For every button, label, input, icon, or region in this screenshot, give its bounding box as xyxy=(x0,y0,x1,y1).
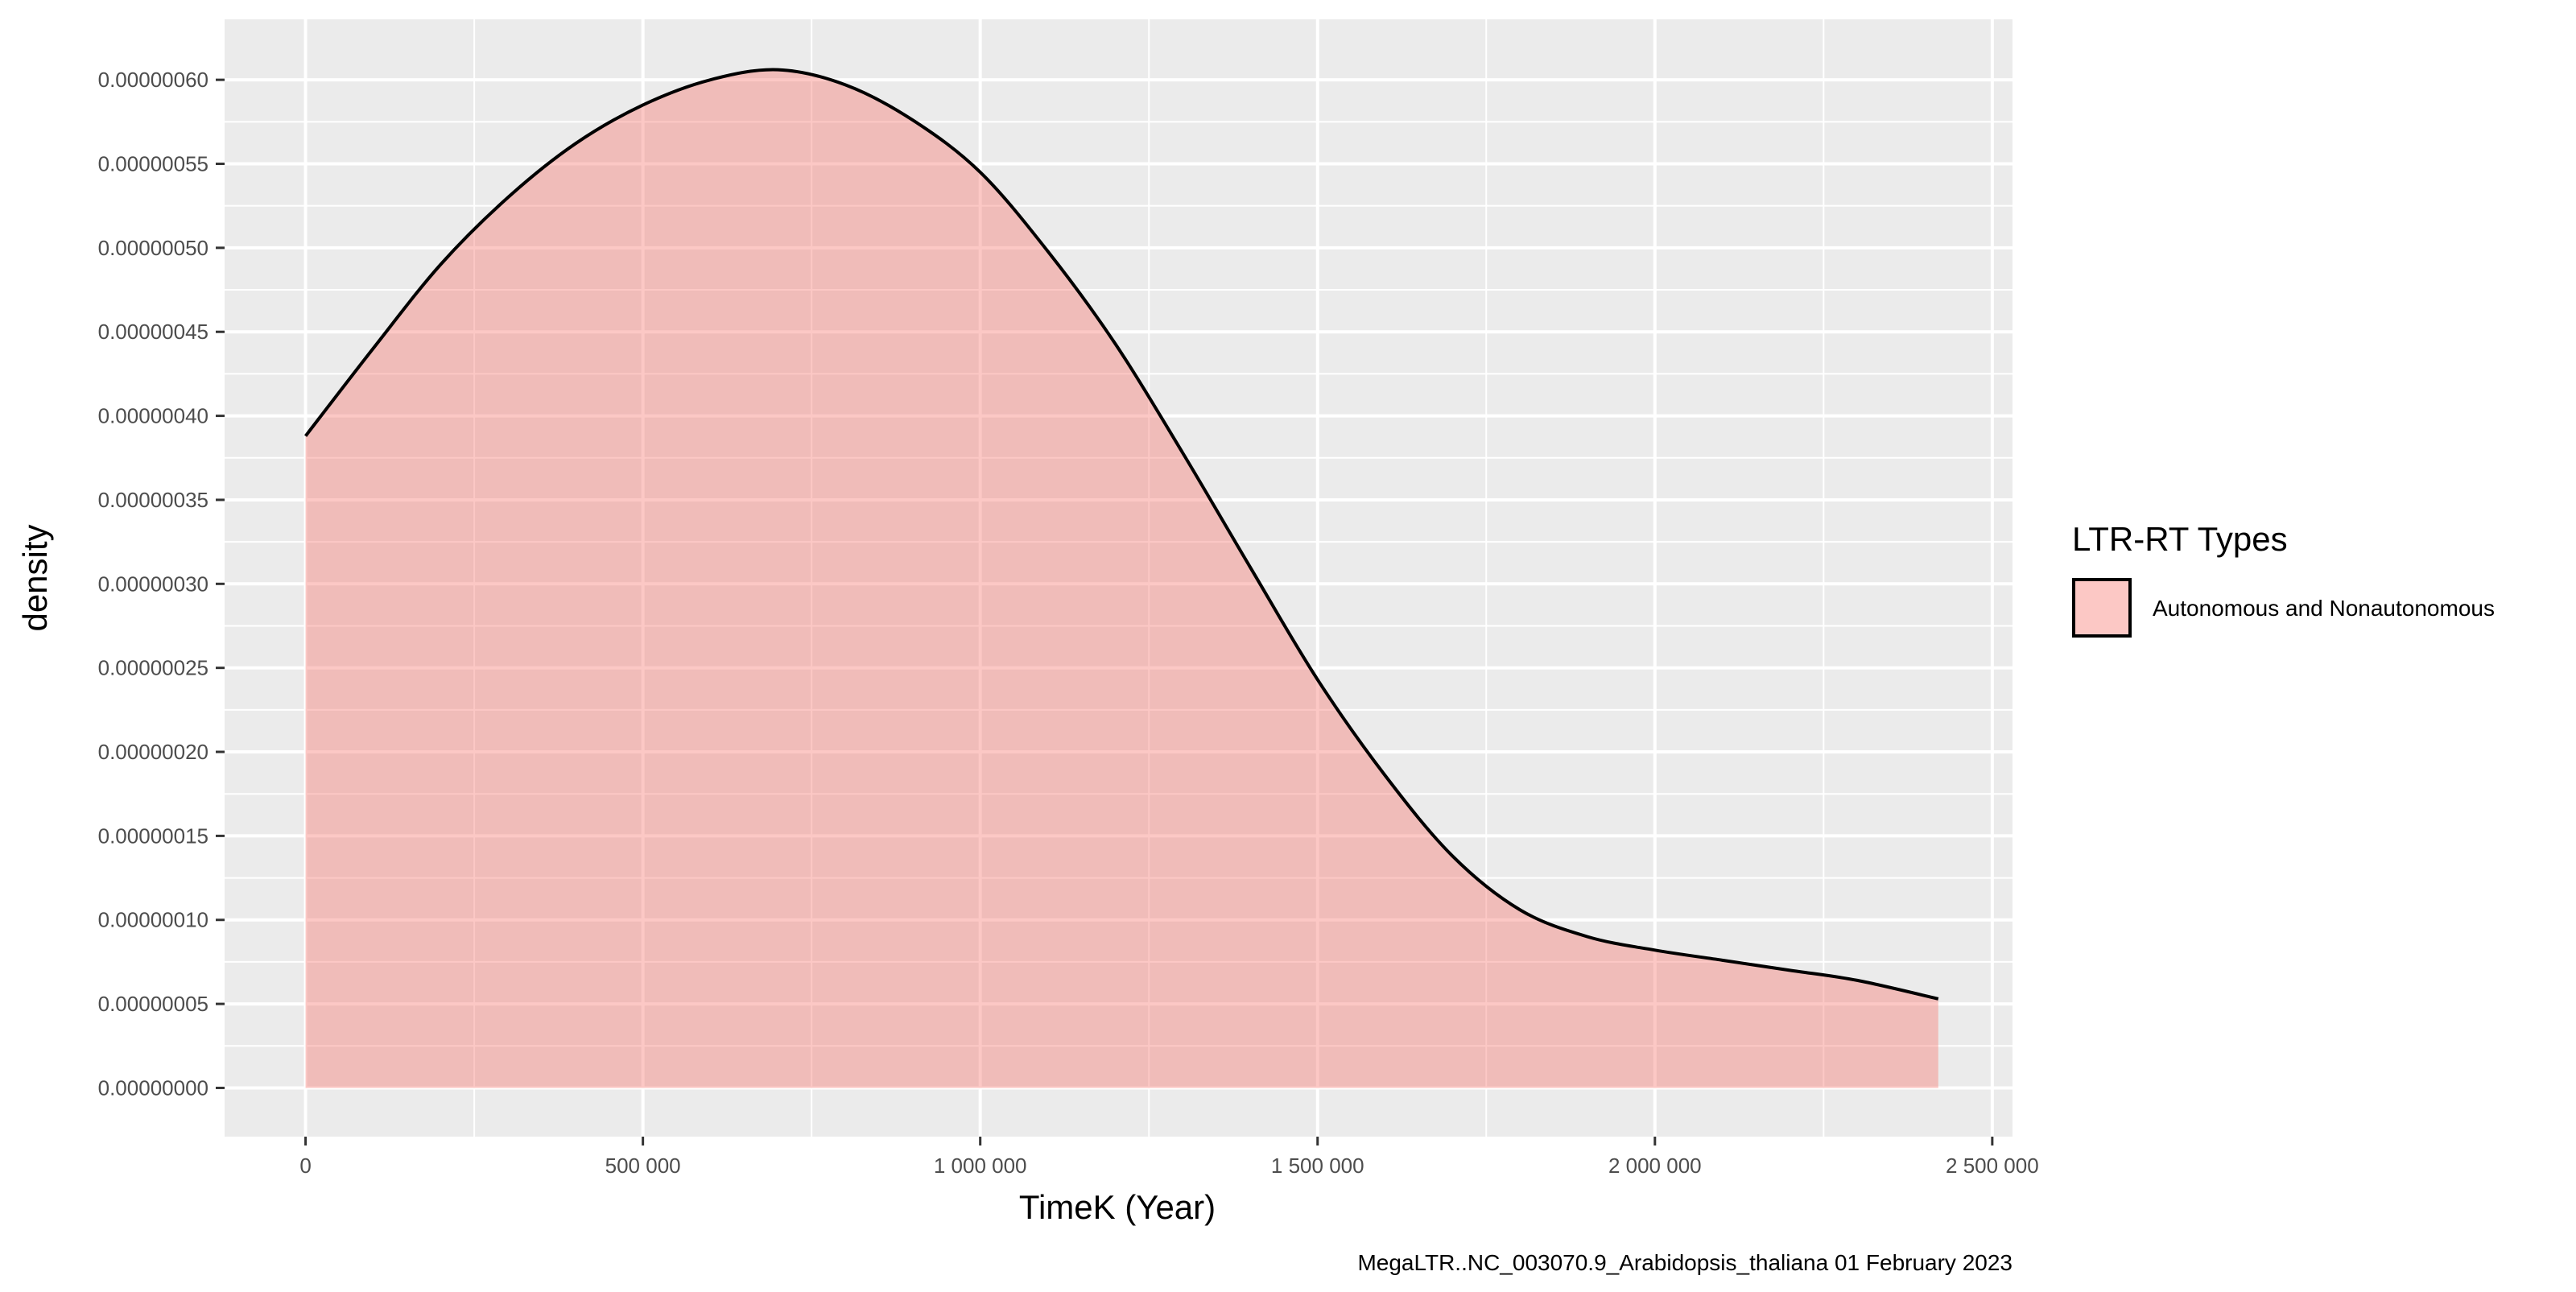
y-tick-label: 0.00000045 xyxy=(98,320,208,344)
series-layer xyxy=(303,68,1939,1088)
y-axis: 0.00000000 0.00000005 0.00000010 0.00000015… xyxy=(98,68,225,1100)
y-tick-label: 0.00000005 xyxy=(98,992,208,1016)
y-tick-label: 0.00000040 xyxy=(98,404,208,428)
plot-caption: MegaLTR..NC_003070.9_Arabidopsis_thalian… xyxy=(1357,1250,2013,1275)
x-tick-label: 2 500 000 xyxy=(1946,1154,2039,1178)
y-tick-label: 0.00000020 xyxy=(98,740,208,764)
x-tick-label: 2 000 000 xyxy=(1608,1154,1702,1178)
y-tick-label: 0.00000055 xyxy=(98,152,208,176)
x-tick-label: 0 xyxy=(299,1154,311,1178)
y-tick-label: 0.00000050 xyxy=(98,236,208,260)
x-tick-label: 1 500 000 xyxy=(1271,1154,1364,1178)
y-tick-label: 0.00000015 xyxy=(98,823,208,848)
legend: LTR-RT Types Autonomous and Nonautonomou… xyxy=(2072,520,2495,638)
legend-label: Autonomous and Nonautonomous xyxy=(2153,596,2495,621)
x-axis-title: TimeK (Year) xyxy=(1019,1188,1216,1226)
legend-title: LTR-RT Types xyxy=(2072,520,2288,558)
x-axis: 0 500 000 1 000 000 1 500 000 2 000 000 2 500… xyxy=(299,1137,2039,1178)
grid-lines xyxy=(225,19,2013,1137)
x-tick-label: 500 000 xyxy=(605,1154,681,1178)
x-tick-label: 1 000 000 xyxy=(934,1154,1027,1178)
y-tick-label: 0.00000030 xyxy=(98,572,208,596)
y-tick-label: 0.00000060 xyxy=(98,68,208,92)
density-curve xyxy=(303,68,1939,1001)
y-axis-title: density xyxy=(16,524,54,631)
y-tick-label: 0.00000010 xyxy=(98,908,208,932)
y-tick-label: 0.00000035 xyxy=(98,488,208,512)
legend-key xyxy=(2072,578,2132,638)
y-tick-label: 0.00000000 xyxy=(98,1075,208,1100)
density-area xyxy=(305,69,1938,1088)
y-tick-label: 0.00000025 xyxy=(98,656,208,680)
